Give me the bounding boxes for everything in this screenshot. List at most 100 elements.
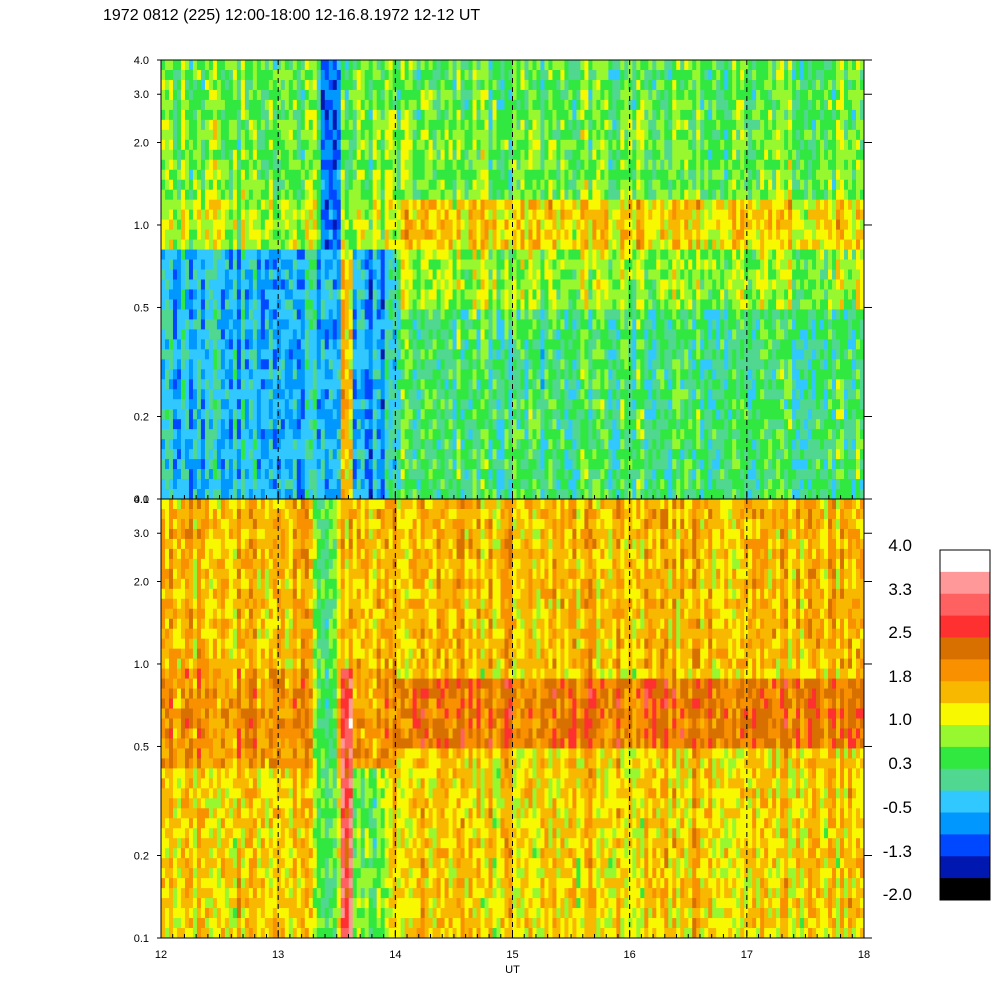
spectrogram-cell	[600, 289, 605, 300]
spectrogram-cell	[516, 149, 521, 161]
spectrogram-cell	[448, 349, 453, 360]
spectrogram-cell	[312, 239, 318, 250]
spectrogram-cell	[204, 189, 210, 201]
spectrogram-cell	[480, 379, 485, 390]
spectrogram-cell	[328, 179, 334, 191]
spectrogram-cell	[448, 449, 453, 460]
spectrogram-cell	[300, 399, 306, 410]
spectrogram-cell	[200, 409, 206, 420]
spectrogram-cell	[596, 89, 601, 101]
spectrogram-cell	[176, 439, 182, 450]
spectrogram-cell	[176, 269, 182, 280]
spectrogram-cell	[328, 79, 334, 91]
spectrogram-cell	[424, 379, 430, 390]
spectrogram-cell	[400, 249, 406, 260]
spectrogram-cell	[468, 129, 473, 141]
spectrogram-cell	[548, 459, 553, 470]
spectrogram-cell	[268, 249, 274, 260]
spectrogram-cell	[592, 359, 597, 370]
spectrogram-cell	[428, 269, 434, 280]
spectrogram-cell	[212, 279, 218, 290]
spectrogram-cell	[224, 449, 230, 460]
spectrogram-cell	[220, 149, 226, 161]
spectrogram-cell	[236, 89, 242, 101]
spectrogram-cell	[384, 199, 390, 211]
spectrogram-cell	[180, 469, 186, 480]
spectrogram-cell	[600, 60, 605, 71]
spectrogram-cell	[188, 309, 194, 320]
spectrogram-cell	[308, 239, 314, 250]
spectrogram-cell	[608, 219, 613, 231]
spectrogram-cell	[252, 319, 258, 330]
spectrogram-cell	[496, 349, 501, 360]
spectrogram-cell	[208, 439, 214, 450]
spectrogram-cell	[312, 149, 318, 161]
spectrogram-cell	[412, 60, 418, 71]
spectrogram-cell	[324, 379, 330, 390]
spectrogram-cell	[544, 129, 549, 141]
spectrogram-cell	[520, 329, 525, 340]
spectrogram-cell	[544, 429, 549, 440]
spectrogram-cell	[500, 359, 505, 370]
spectrogram-cell	[224, 439, 230, 450]
spectrogram-cell	[472, 60, 477, 71]
spectrogram-cell	[488, 60, 493, 71]
spectrogram-cell	[260, 309, 266, 320]
spectrogram-cell	[284, 329, 290, 340]
spectrogram-cell	[164, 429, 170, 440]
spectrogram-cell	[164, 259, 170, 270]
spectrogram-cell	[564, 69, 569, 81]
spectrogram-cell	[260, 389, 266, 400]
spectrogram-cell	[468, 289, 473, 300]
spectrogram-cell	[288, 109, 294, 121]
spectrogram-cell	[584, 429, 589, 440]
spectrogram-cell	[360, 369, 366, 380]
spectrogram-cell	[440, 349, 445, 360]
spectrogram-cell	[348, 389, 354, 400]
spectrogram-cell	[500, 69, 505, 81]
spectrogram-cell	[572, 479, 577, 490]
spectrogram-cell	[404, 399, 410, 410]
spectrogram-cell	[376, 469, 382, 480]
spectrogram-cell	[508, 129, 513, 141]
spectrogram-cell	[552, 159, 557, 171]
spectrogram-cell	[532, 409, 537, 420]
spectrogram-cell	[376, 119, 382, 131]
spectrogram-cell	[528, 139, 533, 151]
spectrogram-cell	[312, 249, 318, 260]
spectrogram-cell	[356, 69, 362, 81]
spectrogram-cell	[424, 199, 430, 211]
spectrogram-cell	[380, 419, 386, 430]
spectrogram-cell	[280, 289, 286, 300]
spectrogram-cell	[488, 139, 493, 151]
spectrogram-cell	[484, 79, 489, 91]
spectrogram-cell	[324, 60, 330, 71]
spectrogram-cell	[168, 219, 174, 231]
spectrogram-cell	[576, 299, 581, 310]
spectrogram-cell	[364, 119, 370, 131]
spectrogram-cell	[468, 339, 473, 350]
spectrogram-cell	[524, 199, 529, 211]
spectrogram-cell	[512, 249, 517, 260]
spectrogram-cell	[320, 339, 326, 350]
spectrogram-cell	[161, 189, 166, 201]
spectrogram-cell	[168, 189, 174, 201]
spectrogram-cell	[564, 169, 569, 181]
spectrogram-cell	[400, 449, 406, 460]
spectrogram-cell	[384, 319, 390, 330]
spectrogram-cell	[420, 199, 426, 211]
spectrogram-cell	[188, 339, 194, 350]
spectrogram-cell	[500, 379, 505, 390]
spectrogram-cell	[564, 259, 569, 270]
spectrogram-cell	[552, 329, 557, 340]
spectrogram-cell	[340, 299, 346, 310]
spectrogram-cell	[356, 239, 362, 250]
spectrogram-cell	[316, 99, 322, 111]
spectrogram-cell	[244, 249, 250, 260]
spectrogram-cell	[440, 459, 445, 470]
spectrogram-cell	[356, 429, 362, 440]
spectrogram-cell	[448, 109, 453, 121]
spectrogram-cell	[300, 169, 306, 181]
spectrogram-cell	[260, 399, 266, 410]
spectrogram-cell	[540, 379, 545, 390]
